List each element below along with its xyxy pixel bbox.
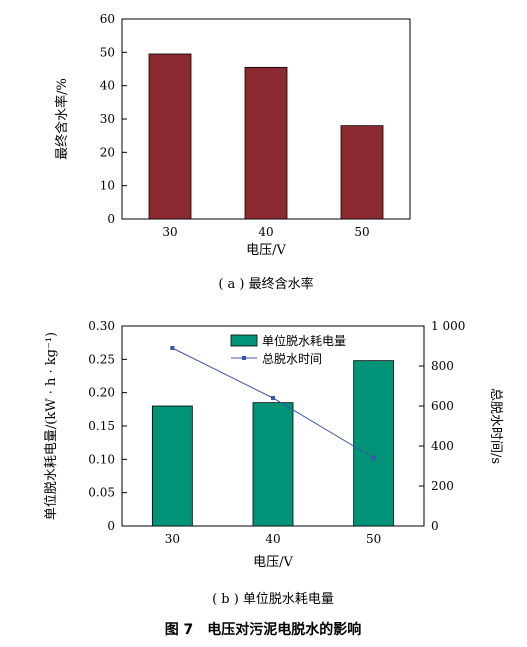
y-tick-label: 0.20 bbox=[88, 386, 115, 400]
y2-tick-label: 0 bbox=[431, 519, 439, 533]
line-point bbox=[271, 396, 275, 400]
chart-a-y-ticks: 0 10 20 30 40 50 60 bbox=[100, 12, 127, 226]
x-tick-label: 30 bbox=[165, 532, 180, 546]
x-tick-label: 50 bbox=[354, 225, 369, 239]
y-tick-label: 0.05 bbox=[88, 486, 115, 500]
bar bbox=[244, 66, 288, 220]
y-tick-label: 60 bbox=[100, 12, 115, 26]
y2-tick-label: 600 bbox=[431, 399, 454, 413]
y2-tick-label: 1 000 bbox=[431, 319, 465, 333]
chart-a-y-axis-label: 最终含水率/% bbox=[54, 78, 70, 160]
chart-b-x-axis-label: 电压/V bbox=[253, 555, 293, 570]
y-tick-label: 0.25 bbox=[88, 352, 115, 366]
y-tick-label: 0.15 bbox=[88, 419, 115, 433]
y2-tick-label: 400 bbox=[431, 439, 454, 453]
chart-b-y-ticks: 0 0.05 0.10 0.15 0.20 0.25 0.30 bbox=[88, 319, 127, 533]
y-tick-label: 0.30 bbox=[88, 319, 115, 333]
legend-swatch-bar bbox=[230, 334, 258, 347]
line-point bbox=[170, 346, 175, 350]
bar bbox=[151, 405, 193, 527]
chart-b-x-ticks: 30 40 50 bbox=[165, 521, 381, 546]
x-tick-label: 50 bbox=[366, 532, 381, 546]
bar bbox=[148, 53, 192, 220]
y-tick-label: 20 bbox=[100, 145, 115, 159]
chart-b: 0 0.05 0.10 0.15 0.20 0.25 0.30 0 200 400 600 800 1… bbox=[44, 319, 503, 607]
y-tick-label: 40 bbox=[100, 79, 115, 93]
legend-swatch-marker bbox=[242, 356, 246, 360]
chart-b-y2-axis-label: 总脱水时间/s bbox=[488, 388, 503, 464]
chart-a-caption: ( a ) 最终含水率 bbox=[218, 276, 313, 292]
chart-b-legend: 单位脱水耗电量 总脱水时间 bbox=[230, 333, 346, 366]
chart-b-line-series bbox=[170, 346, 376, 460]
chart-b-caption: ( b ) 单位脱水耗电量 bbox=[212, 592, 334, 607]
bar bbox=[340, 125, 384, 220]
y-tick-label: 10 bbox=[100, 179, 115, 193]
chart-a-bars bbox=[148, 53, 384, 220]
figure-caption: 图 7 电压对污泥电脱水的影响 bbox=[165, 621, 362, 638]
chart-b-bars bbox=[151, 360, 395, 527]
x-tick-label: 40 bbox=[265, 532, 280, 546]
y-tick-label: 30 bbox=[100, 112, 115, 126]
legend-label-line: 总脱水时间 bbox=[262, 351, 322, 366]
chart-a: 0 10 20 30 40 50 60 30 40 50 最终含水率/% 电压/V ( a ) … bbox=[54, 12, 411, 292]
chart-a-x-axis-label: 电压/V bbox=[246, 243, 286, 258]
x-tick-label: 30 bbox=[162, 225, 177, 239]
y-tick-label: 0 bbox=[107, 212, 115, 226]
line-point bbox=[371, 456, 376, 460]
bar bbox=[252, 402, 294, 527]
chart-b-y-axis-label: 单位脱水耗电量/(kW · h · kg⁻¹) bbox=[44, 332, 59, 520]
y2-tick-label: 200 bbox=[431, 479, 454, 493]
y-tick-label: 50 bbox=[100, 45, 115, 59]
chart-b-y2-ticks: 0 200 400 600 800 1 000 bbox=[419, 319, 465, 533]
y2-tick-label: 800 bbox=[431, 359, 454, 373]
bar bbox=[353, 360, 395, 527]
x-tick-label: 40 bbox=[258, 225, 273, 239]
y-tick-label: 0 bbox=[107, 519, 115, 533]
y-tick-label: 0.10 bbox=[88, 452, 115, 466]
legend-label-bar: 单位脱水耗电量 bbox=[262, 333, 346, 348]
